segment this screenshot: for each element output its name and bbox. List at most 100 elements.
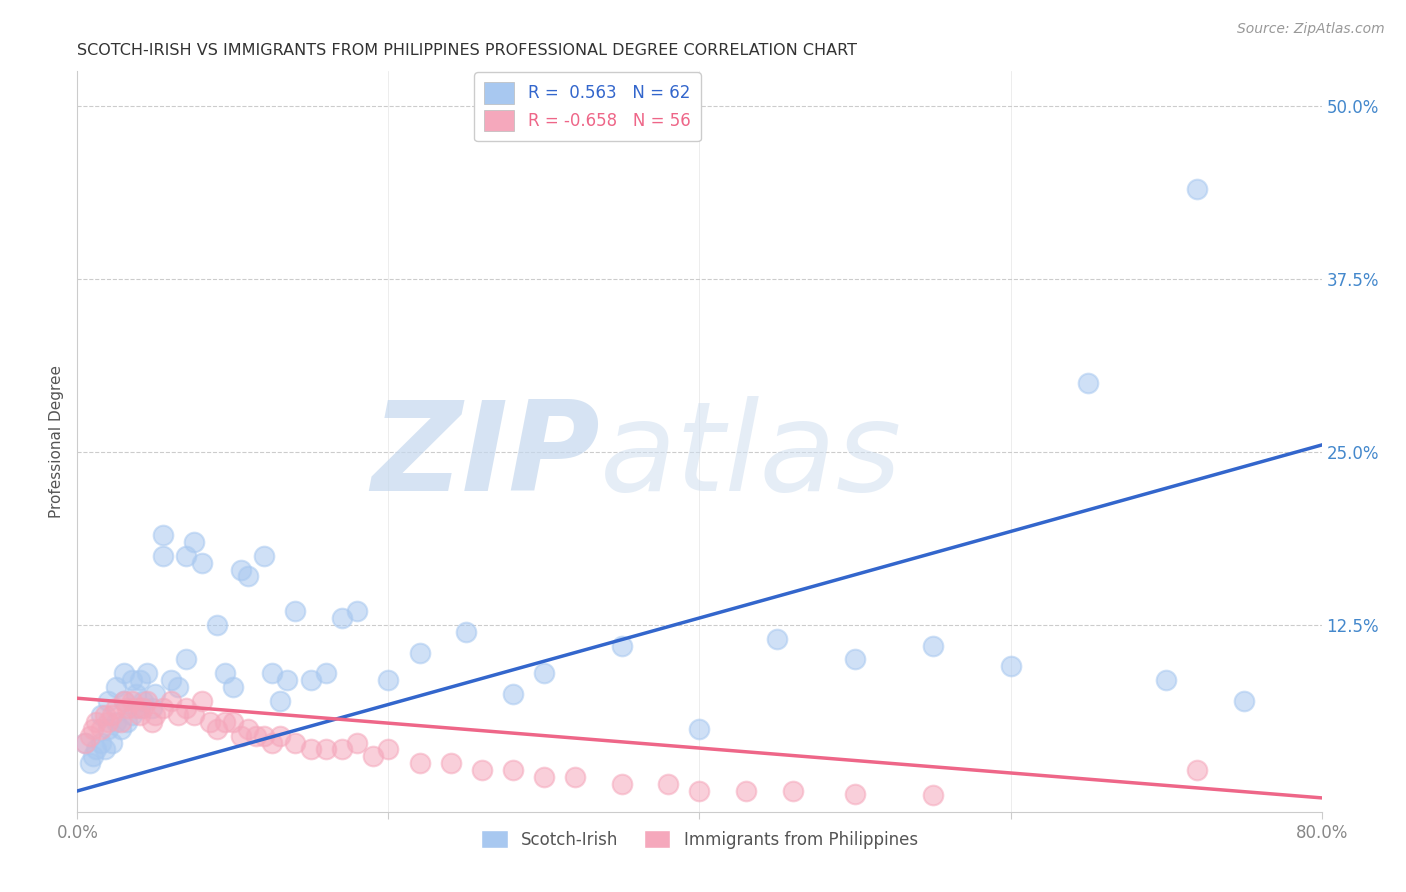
- Point: [1185, 182, 1208, 196]
- Point: [207, 722, 229, 736]
- Point: [131, 694, 153, 708]
- Point: [284, 735, 307, 749]
- Y-axis label: Professional Degree: Professional Degree: [49, 365, 65, 518]
- Point: [79, 756, 101, 771]
- Point: [564, 770, 586, 784]
- Point: [190, 694, 214, 708]
- Point: [82, 722, 104, 736]
- Point: [152, 701, 174, 715]
- Point: [141, 714, 163, 729]
- Point: [377, 742, 399, 756]
- Point: [112, 694, 135, 708]
- Point: [315, 742, 337, 756]
- Point: [167, 680, 190, 694]
- Point: [844, 652, 866, 666]
- Point: [408, 646, 430, 660]
- Point: [94, 707, 117, 722]
- Point: [75, 735, 97, 749]
- Point: [84, 714, 107, 729]
- Point: [136, 666, 159, 681]
- Point: [125, 701, 148, 715]
- Text: ZIP: ZIP: [371, 396, 600, 516]
- Point: [79, 729, 101, 743]
- Point: [143, 707, 166, 722]
- Point: [1185, 763, 1208, 777]
- Point: [229, 563, 252, 577]
- Point: [141, 701, 163, 715]
- Point: [689, 722, 711, 736]
- Point: [100, 735, 122, 749]
- Point: [610, 777, 633, 791]
- Point: [782, 784, 804, 798]
- Point: [276, 673, 298, 688]
- Point: [112, 694, 135, 708]
- Point: [112, 666, 135, 681]
- Point: [97, 694, 120, 708]
- Point: [260, 666, 283, 681]
- Point: [222, 714, 245, 729]
- Point: [167, 707, 190, 722]
- Point: [128, 707, 150, 722]
- Point: [299, 742, 322, 756]
- Point: [174, 549, 197, 563]
- Point: [921, 788, 943, 802]
- Point: [253, 549, 276, 563]
- Text: SCOTCH-IRISH VS IMMIGRANTS FROM PHILIPPINES PROFESSIONAL DEGREE CORRELATION CHAR: SCOTCH-IRISH VS IMMIGRANTS FROM PHILIPPI…: [77, 43, 858, 58]
- Point: [346, 735, 368, 749]
- Point: [1154, 673, 1177, 688]
- Point: [152, 528, 174, 542]
- Point: [190, 556, 214, 570]
- Point: [136, 694, 159, 708]
- Point: [115, 701, 138, 715]
- Point: [183, 534, 205, 549]
- Point: [222, 680, 245, 694]
- Point: [152, 549, 174, 563]
- Point: [94, 742, 117, 756]
- Point: [143, 687, 166, 701]
- Point: [84, 742, 107, 756]
- Point: [110, 714, 132, 729]
- Point: [533, 666, 555, 681]
- Point: [97, 714, 120, 729]
- Point: [299, 673, 322, 688]
- Point: [82, 749, 104, 764]
- Point: [456, 624, 478, 639]
- Point: [361, 749, 384, 764]
- Point: [439, 756, 461, 771]
- Point: [183, 707, 205, 722]
- Point: [121, 673, 143, 688]
- Point: [97, 722, 120, 736]
- Point: [214, 714, 236, 729]
- Point: [229, 729, 252, 743]
- Point: [260, 735, 283, 749]
- Point: [125, 687, 148, 701]
- Point: [105, 701, 128, 715]
- Point: [269, 729, 291, 743]
- Point: [238, 569, 260, 583]
- Point: [245, 729, 267, 743]
- Point: [90, 722, 112, 736]
- Point: [100, 707, 122, 722]
- Point: [131, 701, 153, 715]
- Text: atlas: atlas: [600, 396, 903, 516]
- Point: [533, 770, 555, 784]
- Point: [471, 763, 494, 777]
- Point: [75, 735, 97, 749]
- Point: [269, 694, 291, 708]
- Point: [284, 604, 307, 618]
- Point: [174, 701, 197, 715]
- Point: [159, 694, 181, 708]
- Point: [502, 763, 524, 777]
- Point: [159, 673, 181, 688]
- Point: [90, 735, 112, 749]
- Point: [1233, 694, 1256, 708]
- Point: [128, 673, 150, 688]
- Point: [689, 784, 711, 798]
- Legend: Scotch-Irish, Immigrants from Philippines: Scotch-Irish, Immigrants from Philippine…: [475, 823, 924, 855]
- Point: [121, 694, 143, 708]
- Point: [346, 604, 368, 618]
- Point: [844, 787, 866, 801]
- Point: [735, 784, 758, 798]
- Point: [1000, 659, 1022, 673]
- Point: [90, 707, 112, 722]
